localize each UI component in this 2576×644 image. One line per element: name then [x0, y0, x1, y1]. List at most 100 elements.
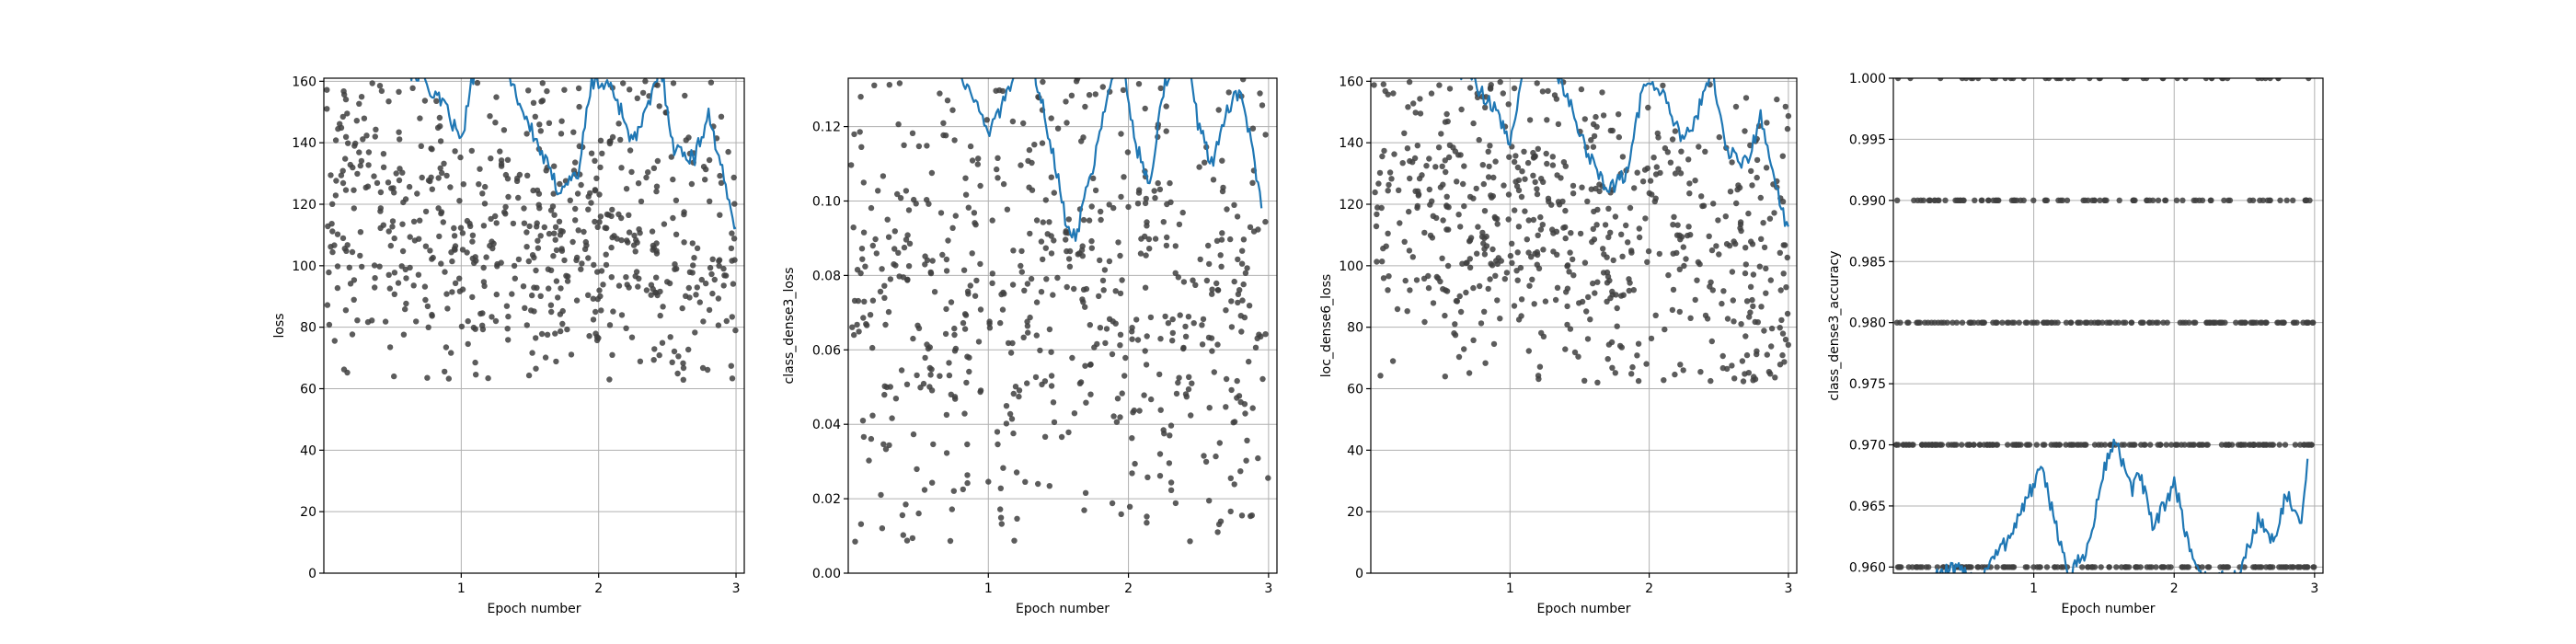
- data-point: [533, 267, 539, 274]
- data-point: [1938, 78, 1944, 82]
- data-point: [704, 366, 711, 374]
- data-point: [2070, 442, 2077, 448]
- data-point: [1707, 283, 1713, 290]
- data-point: [1459, 260, 1466, 267]
- data-point: [1000, 180, 1007, 188]
- data-point: [1497, 316, 1503, 322]
- data-point: [869, 412, 876, 419]
- data-point: [1634, 169, 1640, 176]
- data-point: [702, 177, 708, 183]
- data-point: [1984, 442, 1991, 448]
- data-point: [1652, 171, 1660, 178]
- data-point: [634, 95, 640, 102]
- data-point: [1010, 247, 1017, 254]
- data-point: [1629, 363, 1636, 371]
- data-point: [1109, 351, 1116, 358]
- data-point: [960, 319, 967, 327]
- data-point: [875, 188, 881, 194]
- data-point: [683, 137, 689, 144]
- data-point: [477, 310, 484, 317]
- data-point: [1644, 259, 1650, 265]
- data-point: [1042, 245, 1050, 251]
- data-point: [1452, 321, 1458, 328]
- data-point: [1231, 201, 1237, 208]
- data-point: [1082, 304, 1088, 310]
- data-point: [376, 83, 384, 89]
- data-point: [1522, 208, 1528, 214]
- data-point: [1975, 78, 1982, 82]
- data-point: [1498, 258, 1505, 264]
- data-point: [857, 94, 864, 100]
- data-point: [1481, 246, 1488, 252]
- data-point: [578, 266, 584, 272]
- data-point: [349, 331, 356, 338]
- data-point: [1652, 195, 1659, 201]
- data-point: [532, 113, 538, 120]
- data-point: [487, 113, 493, 120]
- data-point: [500, 127, 508, 133]
- data-point: [1407, 157, 1413, 165]
- data-point: [1742, 333, 1749, 339]
- data-point: [1110, 204, 1117, 212]
- data-point: [729, 375, 736, 382]
- data-point: [1503, 270, 1511, 276]
- data-point: [1977, 442, 1984, 448]
- data-point: [1037, 347, 1043, 354]
- data-point: [1618, 293, 1625, 299]
- data-point: [1935, 319, 1941, 326]
- data-point: [505, 193, 512, 201]
- data-point: [2144, 197, 2150, 203]
- data-point: [1662, 144, 1669, 152]
- data-point: [597, 293, 604, 300]
- data-point: [1376, 169, 1384, 177]
- data-point: [338, 172, 345, 178]
- data-point: [926, 364, 933, 372]
- y-axis-label: class_dense3_loss: [782, 268, 797, 385]
- data-point: [328, 244, 334, 250]
- data-point: [892, 262, 899, 269]
- data-point: [901, 142, 907, 148]
- data-point: [572, 159, 579, 166]
- data-point: [537, 128, 544, 134]
- data-point: [883, 384, 891, 390]
- data-point: [1593, 185, 1599, 192]
- data-point: [1011, 537, 1018, 544]
- data-point: [896, 273, 903, 280]
- data-point: [402, 305, 408, 313]
- data-point: [1082, 362, 1088, 369]
- data-point: [1167, 432, 1173, 439]
- data-point: [858, 246, 866, 252]
- data-point: [429, 186, 435, 192]
- data-point: [1778, 316, 1785, 324]
- x-tick-label: 1: [457, 581, 466, 596]
- data-point: [585, 206, 592, 213]
- data-point: [2149, 197, 2156, 203]
- data-point: [329, 228, 336, 235]
- data-point: [1931, 197, 1938, 203]
- data-point: [1152, 236, 1159, 242]
- data-point: [474, 79, 481, 86]
- data-point: [1616, 111, 1622, 118]
- data-point: [1046, 219, 1052, 225]
- data-point: [1581, 377, 1588, 384]
- data-point: [1092, 91, 1099, 98]
- data-point: [860, 433, 868, 441]
- data-point: [546, 230, 553, 237]
- data-point: [892, 396, 900, 402]
- data-point: [603, 261, 610, 269]
- data-point: [1442, 157, 1449, 164]
- data-point: [2267, 78, 2273, 82]
- data-point: [443, 291, 450, 297]
- data-point: [1530, 216, 1537, 224]
- data-point: [1636, 234, 1643, 241]
- y-tick-label: 0: [308, 567, 316, 581]
- data-point: [1708, 338, 1716, 345]
- data-point: [353, 118, 360, 124]
- data-point: [1570, 256, 1576, 263]
- data-point: [1512, 207, 1518, 213]
- data-point: [1425, 272, 1432, 280]
- data-point: [344, 110, 351, 117]
- data-point: [2309, 319, 2316, 326]
- data-point: [1656, 250, 1663, 258]
